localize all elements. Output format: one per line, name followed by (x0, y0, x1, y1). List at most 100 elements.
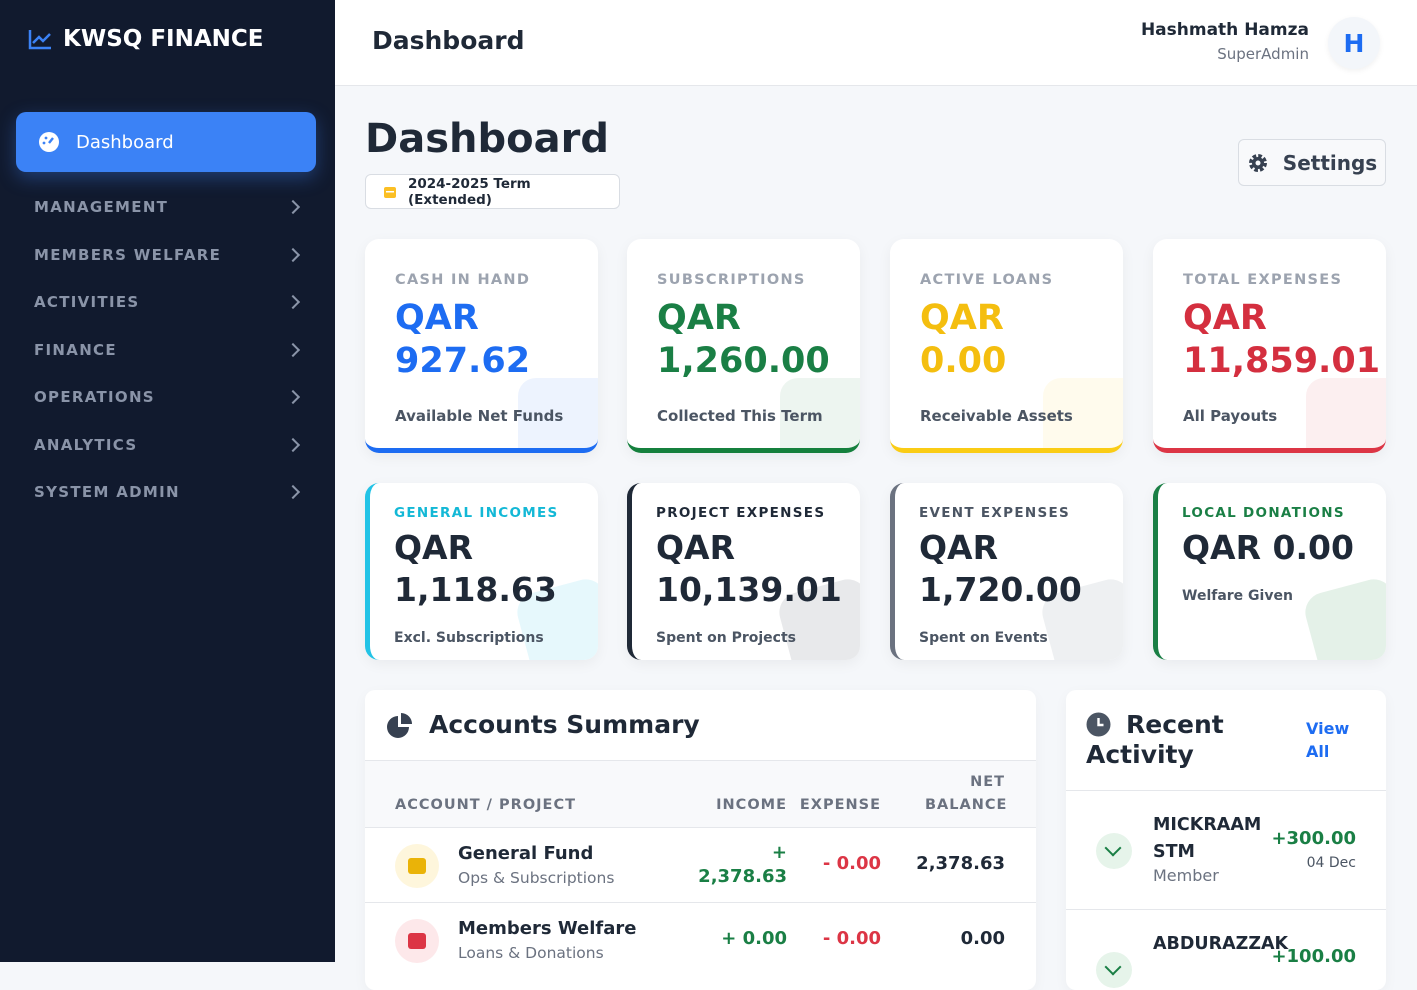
stat-block: QAR 0.00 Welfare Given (1182, 527, 1372, 617)
account-name: General Fund (458, 843, 594, 864)
stat-label: EVENT EXPENSES (919, 505, 1071, 521)
stat-block: QAR 11,859.01 All Payouts (1183, 297, 1381, 438)
column-header: NET BALANCE (925, 774, 1008, 813)
user-name: Hashmath Hamza (1140, 20, 1309, 40)
nav-item[interactable]: MANAGEMENT (34, 192, 304, 222)
stat-note: Welfare Given (1182, 588, 1293, 604)
table-row[interactable]: Members Welfare Loans & Donations + 0.00 - … (365, 902, 1036, 977)
avatar[interactable]: H (1328, 17, 1380, 69)
row-icon-glyph (408, 933, 426, 949)
stat-label: GENERAL INCOMES (394, 505, 559, 521)
nav-item[interactable]: MEMBERS WELFARE (34, 240, 304, 270)
stat-note: Collected This Term (657, 407, 823, 425)
account-name: Members Welfare (458, 918, 637, 939)
term-label: 2024-2025 Term (Extended) (407, 175, 531, 208)
stat-value: QAR 10,139.01 (656, 528, 842, 609)
stat-card: PROJECT EXPENSES QAR 10,139.01 Spent on Pr… (627, 483, 860, 660)
chevron (285, 199, 301, 215)
stat-card: GENERAL INCOMES QAR 1,118.63 Excl. Subscri… (365, 483, 598, 660)
stat-note: Spent on Projects (656, 630, 796, 646)
stat-card: ACTIVE LOANS QAR 0.00 Receivable Assets (890, 239, 1123, 453)
activity-icon (1096, 833, 1132, 869)
nav-active[interactable]: Dashboard (16, 112, 316, 172)
stat-label: ACTIVE LOANS (920, 272, 1054, 288)
stat-value: QAR 1,118.63 (394, 528, 557, 609)
net-balance: 2,378.63 (916, 853, 1005, 874)
stat-label: SUBSCRIPTIONS (657, 272, 806, 288)
stat-value: QAR 1,720.00 (919, 528, 1082, 609)
stat-value: QAR 927.62 (395, 298, 531, 381)
nav-item[interactable]: SYSTEM ADMIN (34, 477, 304, 507)
stat-card: LOCAL DONATIONS QAR 0.00 Welfare Given (1153, 483, 1386, 660)
stat-block: QAR 1,118.63 Excl. Subscriptions (394, 527, 584, 659)
chevron (285, 342, 301, 357)
topbar-title: Dashboard (372, 26, 525, 55)
stat-card: EVENT EXPENSES QAR 1,720.00 Spent on Event… (890, 483, 1123, 660)
panel-title: Accounts Summary (429, 710, 700, 739)
deco (518, 378, 598, 448)
panel-title: Recent Activity (1086, 710, 1224, 769)
activity-item[interactable]: MICKRAAM STM Member +300.00 04 Dec (1066, 790, 1386, 909)
term-badge[interactable]: 2024-2025 Term (Extended) (365, 174, 620, 209)
stat-card: SUBSCRIPTIONS QAR 1,260.00 Collected This … (627, 239, 860, 453)
table-row[interactable]: General Fund Ops & Subscriptions + 2,378.6… (365, 827, 1036, 902)
calendar-icon (384, 187, 396, 198)
page-title: Dashboard (365, 116, 609, 162)
nav-item[interactable]: ANALYTICS (34, 430, 304, 460)
column-header: EXPENSE (799, 797, 881, 813)
brand-name: KWSQ FINANCE (63, 26, 264, 52)
column-header: ACCOUNT / PROJECT (395, 797, 576, 813)
activity-item[interactable]: ABDURAZZAK +100.00 (1066, 909, 1386, 990)
nav-label: SYSTEM ADMIN (34, 483, 180, 501)
stat-label: LOCAL DONATIONS (1182, 505, 1345, 521)
nav-item[interactable]: ACTIVITIES (34, 287, 304, 317)
net-balance: 0.00 (960, 928, 1005, 949)
nav-item[interactable]: OPERATIONS (34, 382, 304, 412)
deco (1306, 378, 1386, 448)
nav-label: MANAGEMENT (34, 198, 169, 216)
deco (1043, 378, 1123, 448)
amount: +300.00 (1271, 828, 1356, 849)
chevron (285, 247, 301, 262)
amount: +100.00 (1271, 946, 1356, 967)
chevron (285, 484, 301, 500)
stat-note: Receivable Assets (920, 407, 1073, 425)
deco (780, 378, 860, 448)
brand[interactable]: KWSQ FINANCE (28, 26, 263, 52)
stat-value: QAR 11,859.01 (1183, 298, 1381, 381)
stat-card: CASH IN HAND QAR 927.62 Available Net Fund… (365, 239, 598, 453)
activity-panel: Recent Activity View All MICKRAAM STM Mem… (1066, 690, 1386, 990)
member-name: ABDURAZZAK (1153, 934, 1289, 954)
stat-block: QAR 1,260.00 Collected This Term (657, 297, 837, 438)
topbar: Dashboard Hashmath Hamza SuperAdmin H (335, 0, 1417, 86)
stat-block: QAR 1,720.00 Spent on Events (919, 527, 1109, 659)
nav-label: FINANCE (34, 340, 117, 359)
user-role: SuperAdmin (1217, 45, 1309, 63)
stat-label: PROJECT EXPENSES (656, 505, 826, 521)
pie-icon (387, 713, 412, 738)
stat-value: QAR 1,260.00 (657, 298, 830, 381)
row-icon-glyph (408, 858, 426, 874)
account-subtitle: Ops & Subscriptions (458, 869, 615, 887)
expense: - 0.00 (822, 853, 881, 874)
stat-value: QAR 0.00 (920, 298, 1007, 381)
chevron (285, 437, 301, 452)
table-header (365, 760, 1036, 827)
stat-label: CASH IN HAND (395, 272, 531, 288)
settings-button[interactable]: Settings (1238, 139, 1386, 186)
nav-label: Dashboard (76, 131, 174, 153)
income: + 2,378.63 (698, 842, 787, 887)
brand-icon (28, 30, 51, 50)
view-all-link[interactable]: View All (1306, 719, 1350, 761)
nav-label: ANALYTICS (34, 435, 138, 454)
stat-card: TOTAL EXPENSES QAR 11,859.01 All Payouts (1153, 239, 1386, 453)
settings-label: Settings (1282, 150, 1378, 175)
stat-block: QAR 10,139.01 Spent on Projects (656, 527, 846, 659)
sidebar: KWSQ FINANCE Dashboard MANAGEMENT MEMBERS… (0, 0, 335, 962)
nav-item[interactable]: FINANCE (34, 335, 304, 365)
stat-value: QAR 0.00 (1182, 528, 1354, 567)
date: 04 Dec (1306, 855, 1356, 871)
member-role: Member (1153, 866, 1219, 885)
chevron (285, 294, 301, 310)
